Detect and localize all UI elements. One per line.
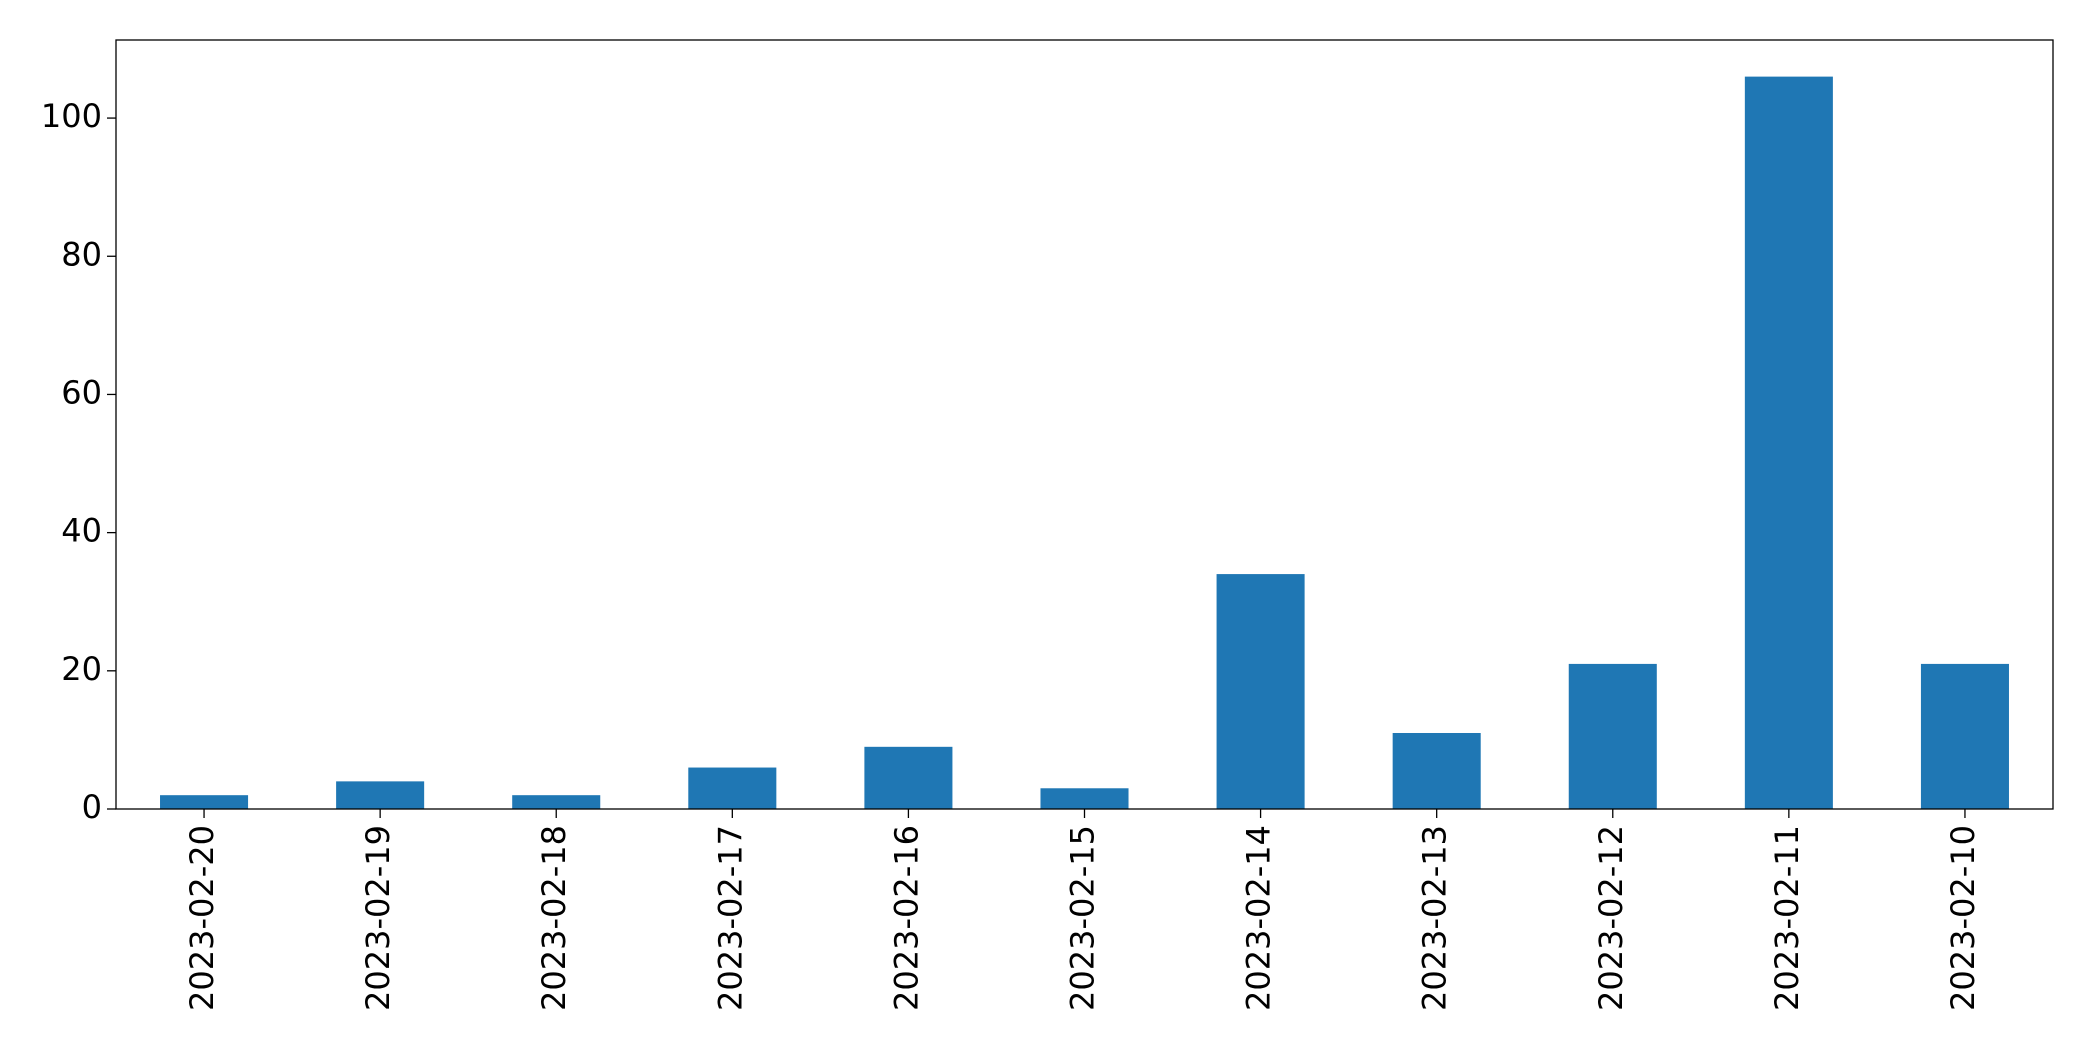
- x-tick-label: 2023-02-16: [887, 825, 925, 1011]
- y-tick-label: 100: [41, 97, 102, 135]
- bar: [1040, 788, 1129, 809]
- bar: [688, 767, 777, 809]
- y-tick-label: 60: [61, 373, 102, 411]
- y-tick-label: 80: [61, 235, 102, 273]
- bar: [864, 746, 953, 809]
- x-tick-label: 2023-02-13: [1416, 825, 1454, 1011]
- bar: [336, 781, 425, 809]
- x-tick-label: 2023-02-11: [1768, 825, 1806, 1011]
- y-tick-label: 20: [61, 650, 102, 688]
- bar: [1744, 76, 1833, 810]
- x-tick-label: 2023-02-17: [711, 825, 749, 1011]
- bar: [512, 795, 601, 809]
- bar: [1568, 663, 1657, 809]
- x-tick-label: 2023-02-12: [1592, 825, 1630, 1011]
- bar: [1216, 574, 1305, 809]
- x-tick-label: 2023-02-14: [1240, 825, 1278, 1011]
- bar: [1920, 663, 2009, 809]
- x-tick-label: 2023-02-20: [183, 825, 221, 1011]
- x-tick-label: 2023-02-15: [1064, 825, 1102, 1011]
- x-tick-label: 2023-02-18: [535, 825, 573, 1011]
- x-tick-label: 2023-02-10: [1944, 825, 1982, 1011]
- y-tick-label: 0: [82, 788, 102, 826]
- bar: [160, 795, 249, 809]
- y-tick-label: 40: [61, 512, 102, 550]
- bar: [1392, 732, 1481, 809]
- x-tick-label: 2023-02-19: [359, 825, 397, 1011]
